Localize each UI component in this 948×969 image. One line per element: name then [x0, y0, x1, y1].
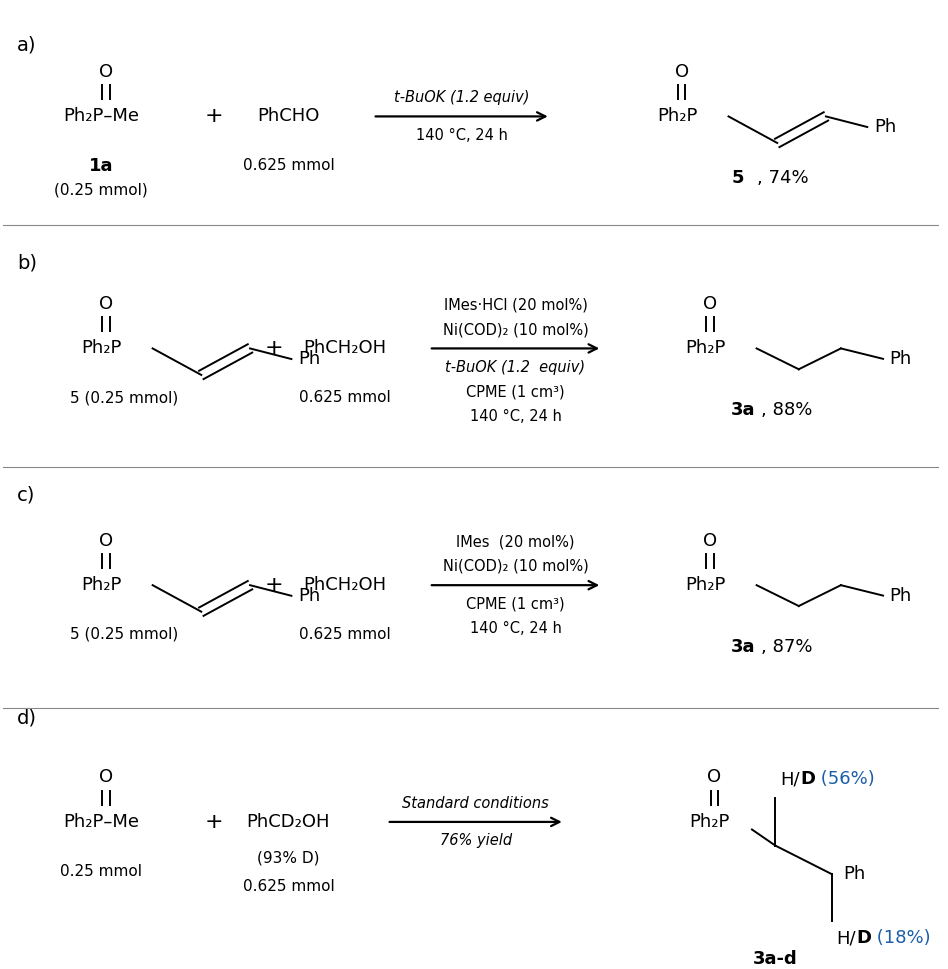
Text: Ph₂P: Ph₂P: [81, 577, 121, 594]
Text: (56%): (56%): [814, 770, 874, 789]
Text: CPME (1 cm³): CPME (1 cm³): [466, 597, 565, 611]
Text: b): b): [17, 254, 37, 272]
Text: D: D: [801, 770, 815, 789]
Text: , 74%: , 74%: [757, 169, 809, 187]
Text: O: O: [99, 295, 113, 313]
Text: D: D: [857, 929, 872, 948]
Text: 140 °C, 24 h: 140 °C, 24 h: [469, 409, 561, 424]
Text: 5 (0.25 mmol): 5 (0.25 mmol): [70, 627, 178, 641]
Text: O: O: [99, 532, 113, 549]
Text: Ph: Ph: [874, 118, 896, 136]
Text: PhCH₂OH: PhCH₂OH: [303, 577, 386, 594]
Text: Ph₂P: Ph₂P: [689, 813, 730, 831]
Text: PhCH₂OH: PhCH₂OH: [303, 339, 386, 358]
Text: CPME (1 cm³): CPME (1 cm³): [466, 385, 565, 399]
Text: 0.625 mmol: 0.625 mmol: [243, 158, 335, 173]
Text: +: +: [204, 107, 223, 126]
Text: 0.625 mmol: 0.625 mmol: [243, 879, 335, 893]
Text: Ni(COD)₂ (10 mol%): Ni(COD)₂ (10 mol%): [443, 322, 589, 337]
Text: (18%): (18%): [871, 929, 931, 948]
Text: Ph₂P: Ph₂P: [657, 108, 697, 125]
Text: Ph₂P–Me: Ph₂P–Me: [64, 813, 139, 831]
Text: , 88%: , 88%: [761, 401, 812, 419]
Text: H/: H/: [780, 770, 800, 789]
Text: c): c): [17, 485, 35, 505]
Text: Ph: Ph: [889, 586, 912, 605]
Text: Ph: Ph: [843, 865, 865, 883]
Text: 5: 5: [732, 169, 744, 187]
Text: +: +: [265, 576, 283, 595]
Text: Ph: Ph: [298, 350, 320, 368]
Text: (0.25 mmol): (0.25 mmol): [54, 183, 148, 198]
Text: Standard conditions: Standard conditions: [402, 796, 549, 810]
Text: 3a: 3a: [730, 638, 755, 656]
Text: 5 (0.25 mmol): 5 (0.25 mmol): [70, 391, 178, 405]
Text: +: +: [265, 338, 283, 359]
Text: Ph₂P: Ph₂P: [684, 339, 725, 358]
Text: Ph₂P–Me: Ph₂P–Me: [64, 108, 139, 125]
Text: H/: H/: [836, 929, 856, 948]
Text: O: O: [99, 63, 113, 80]
Text: d): d): [17, 708, 37, 728]
Text: O: O: [99, 768, 113, 787]
Text: O: O: [707, 768, 721, 787]
Text: 140 °C, 24 h: 140 °C, 24 h: [416, 128, 507, 142]
Text: 76% yield: 76% yield: [440, 833, 512, 848]
Text: Ph: Ph: [889, 350, 912, 368]
Text: PhCD₂OH: PhCD₂OH: [246, 813, 330, 831]
Text: IMes  (20 mol%): IMes (20 mol%): [456, 534, 574, 549]
Text: O: O: [702, 532, 717, 549]
Text: 3a: 3a: [730, 401, 755, 419]
Text: Ni(COD)₂ (10 mol%): Ni(COD)₂ (10 mol%): [443, 559, 589, 574]
Text: Ph₂P: Ph₂P: [684, 577, 725, 594]
Text: 3a-d: 3a-d: [753, 951, 797, 968]
Text: Ph₂P: Ph₂P: [81, 339, 121, 358]
Text: t-BuOK (1.2  equiv): t-BuOK (1.2 equiv): [446, 359, 586, 375]
Text: O: O: [702, 295, 717, 313]
Text: IMes·HCl (20 mol%): IMes·HCl (20 mol%): [444, 297, 588, 312]
Text: 140 °C, 24 h: 140 °C, 24 h: [469, 621, 561, 637]
Text: 0.25 mmol: 0.25 mmol: [60, 863, 142, 879]
Text: O: O: [675, 63, 689, 80]
Text: +: +: [204, 812, 223, 832]
Text: 0.625 mmol: 0.625 mmol: [299, 391, 391, 405]
Text: , 87%: , 87%: [761, 638, 812, 656]
Text: 1a: 1a: [89, 157, 114, 174]
Text: PhCHO: PhCHO: [257, 108, 319, 125]
Text: Ph: Ph: [298, 587, 320, 605]
Text: t-BuOK (1.2 equiv): t-BuOK (1.2 equiv): [393, 90, 529, 105]
Text: 0.625 mmol: 0.625 mmol: [299, 627, 391, 641]
Text: (93% D): (93% D): [257, 851, 319, 865]
Text: a): a): [17, 36, 36, 55]
